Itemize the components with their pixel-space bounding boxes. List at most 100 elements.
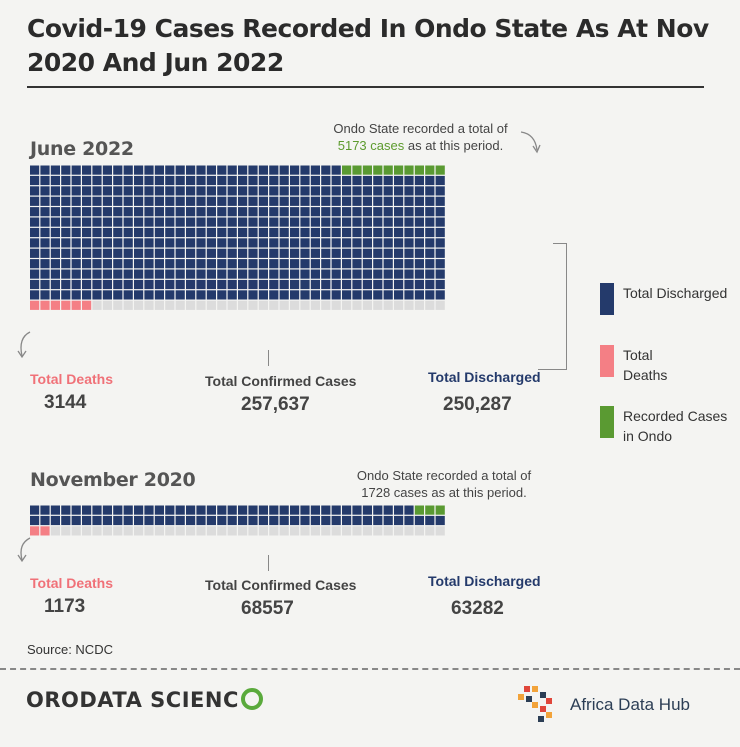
- june-empty-square: [206, 300, 216, 310]
- nov-ondo-square: [435, 505, 445, 515]
- june-discharged-square: [227, 279, 237, 290]
- june-discharged-square: [134, 248, 144, 258]
- june-discharged-square: [102, 165, 112, 175]
- june-discharged-square: [352, 259, 362, 269]
- june-discharged-square: [154, 269, 164, 279]
- nov-2020-label: November 2020: [30, 469, 196, 491]
- june-discharged-square: [154, 217, 164, 227]
- june-discharged-value: 250,287: [443, 394, 512, 415]
- june-discharged-square: [61, 186, 71, 196]
- june-discharged-square: [50, 227, 60, 238]
- june-discharged-square: [227, 186, 237, 196]
- june-discharged-square: [227, 269, 237, 279]
- june-discharged-square: [30, 227, 40, 238]
- nov-discharged-square: [238, 515, 248, 526]
- nov-empty-square: [217, 526, 227, 536]
- june-discharged-square: [206, 227, 216, 238]
- nov-discharged-square: [82, 515, 92, 526]
- june-discharged-square: [50, 279, 60, 290]
- june-discharged-square: [362, 248, 372, 258]
- june-empty-square: [383, 300, 393, 310]
- june-discharged-square: [362, 238, 372, 248]
- june-discharged-square: [227, 175, 237, 186]
- nov-empty-square: [383, 526, 393, 536]
- june-discharged-square: [134, 238, 144, 248]
- june-confirmed-connector: [268, 350, 269, 366]
- june-empty-square: [300, 300, 310, 310]
- june-discharged-square: [269, 217, 279, 227]
- june-note-highlight: 5173 cases: [337, 138, 405, 153]
- june-discharged-square: [50, 259, 60, 269]
- june-discharged-square: [123, 186, 133, 196]
- june-discharged-square: [165, 238, 175, 248]
- page-title: Covid-19 Cases Recorded In Ondo State As…: [27, 14, 709, 77]
- june-discharged-square: [206, 290, 216, 300]
- june-discharged-square: [82, 279, 92, 290]
- june-discharged-square: [71, 290, 81, 300]
- nov-discharged-square: [248, 505, 258, 515]
- june-discharged-square: [175, 165, 185, 175]
- june-empty-square: [290, 300, 300, 310]
- june-discharged-square: [352, 269, 362, 279]
- june-discharged-square: [40, 217, 50, 227]
- nov-discharged-square: [321, 505, 331, 515]
- june-discharged-square: [217, 290, 227, 300]
- orodata-ring-icon: [240, 688, 263, 710]
- nov-discharged-square: [196, 515, 206, 526]
- june-discharged-square: [206, 165, 216, 175]
- june-discharged-square: [102, 238, 112, 248]
- june-discharged-square: [321, 290, 331, 300]
- june-discharged-square: [165, 186, 175, 196]
- nov-note-prefix: Ondo State recorded a total of: [356, 468, 532, 483]
- june-discharged-square: [154, 196, 164, 206]
- june-discharged-square: [71, 175, 81, 186]
- nov-empty-square: [227, 526, 237, 536]
- june-discharged-square: [331, 279, 341, 290]
- june-discharged-square: [71, 238, 81, 248]
- june-discharged-square: [394, 290, 404, 300]
- june-discharged-square: [196, 217, 206, 227]
- june-discharged-square: [113, 248, 123, 258]
- june-discharged-square: [61, 207, 71, 217]
- june-empty-square: [186, 300, 196, 310]
- june-discharged-square: [71, 248, 81, 258]
- june-discharged-square: [352, 186, 362, 196]
- june-deaths-value: 3144: [44, 392, 87, 413]
- june-discharged-square: [404, 186, 414, 196]
- june-discharged-square: [30, 217, 40, 227]
- legend-item-deaths: Total Deaths: [600, 345, 683, 385]
- june-2022-note: Ondo State recorded a total of 5173 case…: [318, 120, 523, 154]
- june-empty-square: [248, 300, 258, 310]
- june-discharged-square: [175, 269, 185, 279]
- june-discharged-square: [300, 248, 310, 258]
- june-discharged-square: [279, 269, 289, 279]
- footer-divider: [0, 668, 740, 670]
- june-discharged-square: [248, 269, 258, 279]
- june-discharged-square: [248, 196, 258, 206]
- nov-discharged-square: [186, 505, 196, 515]
- june-discharged-square: [165, 279, 175, 290]
- june-discharged-square: [300, 165, 310, 175]
- june-discharged-square: [279, 259, 289, 269]
- june-discharged-square: [238, 248, 248, 258]
- nov-discharged-square: [238, 505, 248, 515]
- june-discharged-square: [196, 248, 206, 258]
- june-discharged-square: [394, 248, 404, 258]
- june-discharged-square: [435, 217, 445, 227]
- nov-empty-square: [165, 526, 175, 536]
- june-discharged-square: [123, 238, 133, 248]
- june-discharged-square: [175, 207, 185, 217]
- june-discharged-square: [92, 175, 102, 186]
- june-discharged-square: [238, 217, 248, 227]
- june-discharged-square: [82, 165, 92, 175]
- june-discharged-square: [435, 238, 445, 248]
- june-discharged-square: [342, 196, 352, 206]
- nov-discharged-square: [394, 515, 404, 526]
- june-discharged-square: [258, 186, 268, 196]
- june-discharged-square: [425, 290, 435, 300]
- june-discharged-square: [258, 217, 268, 227]
- nov-deaths-square: [40, 526, 50, 536]
- june-discharged-square: [102, 217, 112, 227]
- nov-discharged-square: [383, 515, 393, 526]
- june-discharged-square: [165, 207, 175, 217]
